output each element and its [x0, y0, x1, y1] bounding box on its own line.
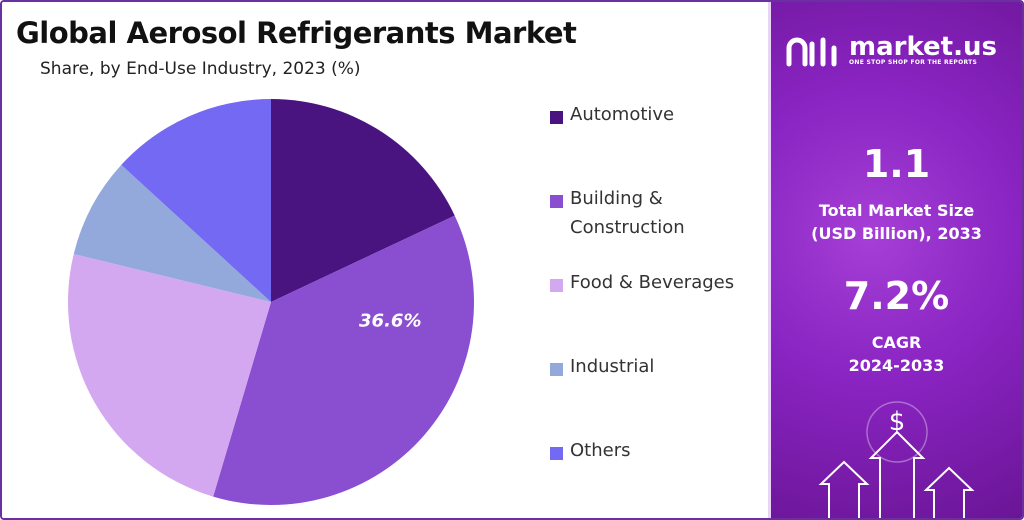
chart-panel: Global Aerosol Refrigerants Market Share…: [2, 2, 768, 518]
brand-tagline: ONE STOP SHOP FOR THE REPORTS: [849, 59, 978, 66]
stats-sidebar: market.us ONE STOP SHOP FOR THE REPORTS …: [771, 2, 1022, 518]
market-size-label: Total Market Size (USD Billion), 2033: [811, 201, 982, 243]
chart-title: Global Aerosol Refrigerants Market: [16, 16, 577, 50]
legend-label: Others: [570, 440, 631, 461]
legend-swatch: [550, 111, 563, 124]
chart-legend: Automotive Building & Construction Food &…: [550, 98, 760, 478]
legend-item-food-beverages: Food & Beverages: [550, 272, 760, 297]
legend-label: Food & Beverages: [570, 272, 735, 293]
market-us-logo-icon: [786, 37, 837, 67]
pie-slice-building-construction: [213, 215, 475, 505]
legend-item-others: Others: [550, 440, 760, 465]
pie-slice-automotive: [271, 99, 455, 302]
pie-data-label: 36.6%: [359, 311, 421, 332]
pie-slice-industrial: [73, 164, 271, 302]
legend-item-building-construction: Building & Construction: [550, 188, 760, 242]
legend-label: Building & Construction: [570, 188, 685, 238]
legend-label: Industrial: [570, 356, 655, 377]
legend-swatch: [550, 195, 563, 208]
brand-name: market.us: [849, 32, 997, 62]
legend-swatch: [550, 279, 563, 292]
legend-swatch: [550, 363, 563, 376]
legend-swatch: [550, 447, 563, 460]
market-size-value: 1.1: [862, 142, 931, 186]
legend-item-industrial: Industrial: [550, 356, 760, 381]
pie-chart: 36.6%: [67, 99, 475, 505]
brand: market.us ONE STOP SHOP FOR THE REPORTS: [771, 32, 1022, 72]
legend-item-automotive: Automotive: [550, 104, 760, 129]
chart-subtitle: Share, by End-Use Industry, 2023 (%): [40, 59, 361, 79]
legend-label: Automotive: [570, 104, 675, 125]
pie-slice-others: [121, 99, 271, 302]
cagr-value: 7.2%: [843, 274, 950, 318]
panel-divider: [768, 2, 771, 518]
dollar-growth-arrows-icon: $: [818, 401, 975, 518]
pie-slice-food-beverages: [67, 253, 271, 497]
dollar-glyph: $: [889, 407, 906, 437]
cagr-label: CAGR 2024-2033: [848, 333, 945, 375]
